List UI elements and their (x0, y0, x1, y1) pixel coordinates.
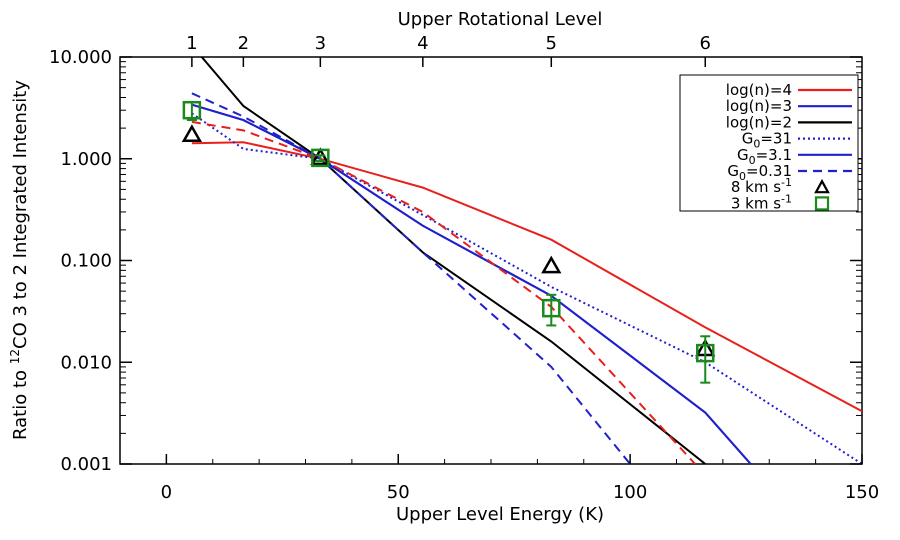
legend-label-5: G0=0.31 (727, 162, 792, 183)
top-axis-label: Upper Rotational Level (398, 9, 603, 30)
legend-square-marker (814, 196, 830, 211)
top-tick-label: 3 (315, 33, 326, 54)
x-tick-label: 50 (387, 482, 410, 503)
legend-triangle-marker (814, 178, 830, 194)
legend-label-3: G0=31 (742, 130, 792, 151)
ticks-layer: 0 50 100 150 1 2 3 4 5 6 0.001 0.010 0.100 1.000 10.00… (49, 33, 879, 503)
square-marker (182, 100, 202, 120)
series-line-1 (191, 103, 752, 464)
series-line-0 (191, 141, 862, 413)
legend-label-sub: 0 (749, 154, 756, 167)
triangle-marker (181, 124, 203, 143)
square-marker (311, 148, 330, 168)
y-label-part-2: CO 3 to 2 Integrated Intensity (10, 80, 31, 349)
x-axis-label: Upper Level Energy (K) (396, 504, 604, 525)
series-line-2 (200, 57, 706, 464)
legend-label-main: 8 km s (731, 178, 781, 196)
top-tick-label: 1 (186, 33, 197, 54)
legend-label-1: log(n)=3 (726, 97, 792, 115)
legend-label-6: 8 km s-1 (731, 176, 792, 196)
legend-label-main: G (742, 130, 754, 148)
y-label-superscript: 12 (8, 349, 22, 364)
legend-label-main: G (737, 146, 749, 164)
legend-label-sub: 0 (739, 170, 746, 183)
legend: log(n)=4log(n)=3log(n)=2G0=31G0=3.1G0=0.… (679, 74, 859, 212)
legend-label-4: G0=3.1 (737, 146, 792, 167)
triangle-marker (541, 255, 562, 274)
top-tick-label: 5 (546, 33, 557, 54)
y-label-part-1: Ratio to (10, 364, 31, 440)
triangle-marker (310, 147, 331, 166)
legend-label-main: G (727, 162, 739, 180)
legend-label-rest: =31 (760, 130, 792, 148)
legend-label-sup: -1 (781, 192, 792, 205)
x-tick-label: 100 (613, 482, 647, 503)
y-tick-label: 0.100 (60, 251, 112, 272)
legend-label-rest: =3.1 (756, 146, 792, 164)
x-tick-label: 150 (845, 482, 879, 503)
top-tick-label: 6 (700, 33, 711, 54)
y-tick-label: 0.001 (60, 454, 112, 475)
y-tick-label: 10.000 (49, 47, 112, 68)
legend-label-0: log(n)=4 (726, 81, 792, 99)
legend-label-sup: -1 (781, 176, 792, 189)
legend-box (679, 74, 859, 212)
series-line-4 (191, 103, 752, 464)
legend-label-rest: =0.31 (746, 162, 792, 180)
top-tick-label: 4 (417, 33, 428, 54)
observation-layer (181, 100, 716, 384)
legend-label-sub: 0 (753, 138, 760, 151)
y-axis-label: Ratio to 12CO 3 to 2 Integrated Intensit… (8, 80, 31, 440)
series-line-6 (191, 120, 696, 464)
square-marker (542, 298, 561, 318)
legend-label-2: log(n)=2 (726, 113, 792, 131)
x-tick-label: 0 (161, 482, 172, 503)
y-tick-label: 1.000 (60, 149, 112, 170)
top-tick-label: 2 (238, 33, 249, 54)
series-line-5 (191, 92, 631, 464)
y-tick-label: 0.010 (60, 352, 112, 373)
square-marker (696, 343, 715, 363)
legend-label-7: 3 km s-1 (731, 192, 792, 212)
legend-label-main: 3 km s (731, 194, 781, 212)
